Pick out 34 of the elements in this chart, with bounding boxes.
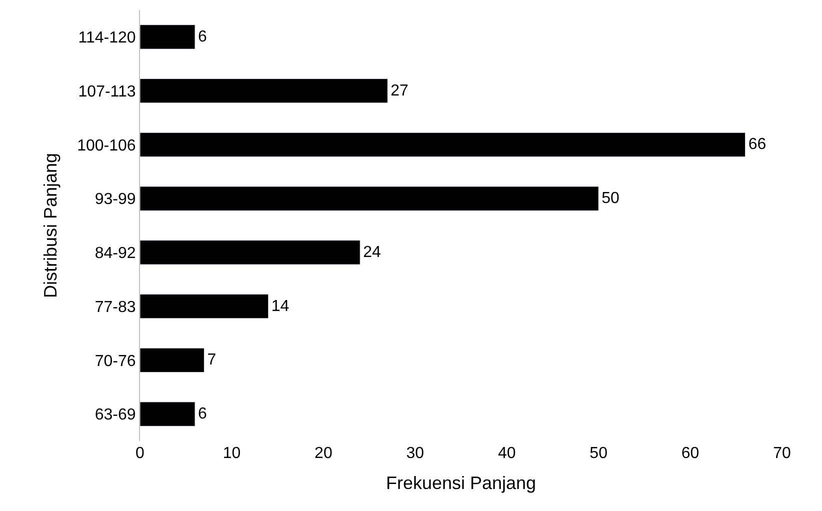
data-label: 50: [602, 190, 620, 208]
bar: [140, 402, 196, 426]
x-tick-label: 70: [773, 445, 791, 462]
bar: [140, 132, 746, 158]
x-tick-label: 40: [498, 445, 516, 462]
data-label: 6: [198, 406, 208, 423]
y-tick-label: 63-69: [94, 406, 136, 424]
bar: [140, 78, 388, 104]
data-label: 14: [271, 298, 290, 315]
y-tick-label: 114-120: [78, 30, 136, 47]
y-axis-title: Distribusi Panjang: [40, 152, 60, 298]
y-tick-label: 107-113: [78, 83, 136, 100]
bar: [140, 348, 204, 373]
bar: [140, 186, 599, 211]
y-tick-label: 70-76: [94, 352, 136, 370]
data-label: 6: [198, 28, 208, 46]
x-tick-label: 0: [136, 445, 145, 462]
y-tick-label: 93-99: [94, 191, 136, 208]
x-tick-label: 50: [590, 445, 608, 462]
y-tick-label: 100-106: [77, 137, 136, 154]
x-tick-label: 10: [222, 445, 241, 462]
x-tick-label: 20: [314, 445, 332, 462]
data-label: 7: [207, 352, 216, 369]
y-tick-label: 77-83: [94, 298, 136, 316]
y-tick-label: 84-92: [94, 245, 136, 262]
data-label: 27: [390, 82, 409, 100]
data-label: 66: [748, 136, 766, 154]
x-tick-label: 60: [681, 445, 700, 462]
bar: [140, 24, 196, 50]
bar: [140, 294, 269, 319]
x-tick-label: 30: [406, 445, 424, 462]
data-label: 24: [363, 244, 382, 261]
bar: [140, 240, 360, 265]
x-axis-title: Frekuensi Panjang: [386, 473, 536, 494]
